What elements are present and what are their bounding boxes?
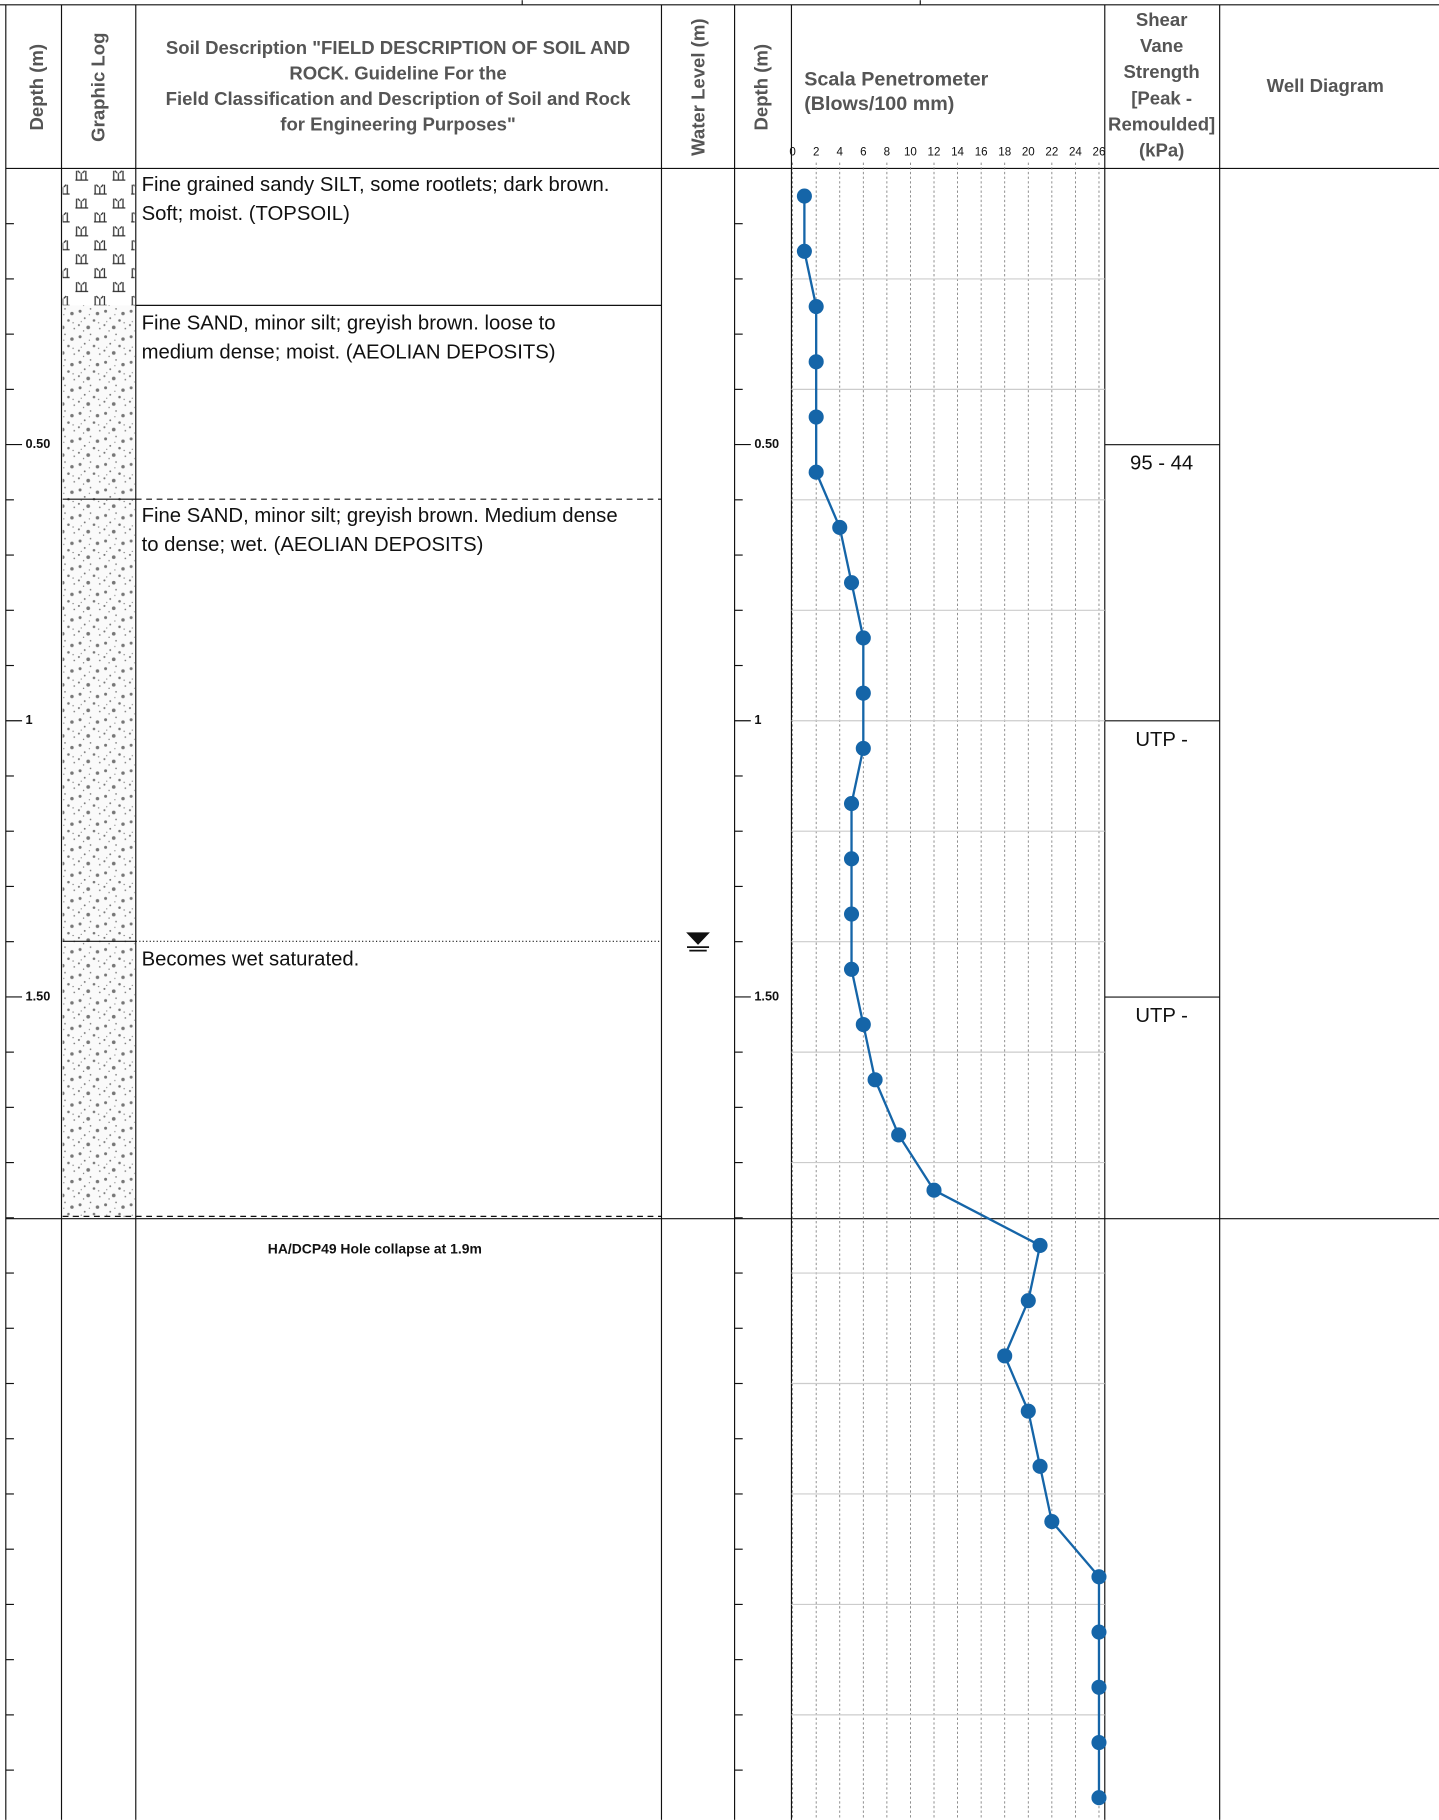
x-tick-label: 20 xyxy=(1022,145,1035,158)
penetrometer-point xyxy=(796,188,812,204)
header: Shear xyxy=(1136,9,1188,30)
penetrometer-point xyxy=(843,961,860,977)
header: Scala Penetrometer xyxy=(804,68,988,90)
x-tick-label: 12 xyxy=(928,145,941,158)
penetrometer-point xyxy=(1020,1293,1036,1309)
x-tick-label: 18 xyxy=(998,145,1011,158)
header: Depth (m) xyxy=(26,44,47,131)
depth-tick-label: 0.50 xyxy=(26,436,51,451)
header: Soil Description "FIELD DESCRIPTION OF S… xyxy=(166,37,630,58)
header: for Engineering Purposes" xyxy=(280,113,516,134)
penetrometer-point xyxy=(843,851,860,867)
soil-description: to dense; wet. (AEOLIAN DEPOSITS) xyxy=(142,534,484,556)
penetrometer-point xyxy=(1091,1569,1107,1585)
note: HA/DCP49 Hole collapse at 1.9m xyxy=(268,1241,482,1257)
header: (Blows/100 mm) xyxy=(804,93,954,115)
soil-description: Becomes wet saturated. xyxy=(142,948,360,970)
header: [Peak - xyxy=(1131,87,1192,108)
header: Strength xyxy=(1124,61,1200,82)
penetrometer-point xyxy=(1091,1734,1107,1751)
x-tick-label: 6 xyxy=(860,145,866,158)
x-tick-label: 14 xyxy=(951,145,964,158)
header: Vane xyxy=(1140,35,1183,56)
penetrometer-point xyxy=(808,464,824,480)
penetrometer-point xyxy=(808,409,824,425)
x-tick-label: 0 xyxy=(789,145,795,158)
water-level-symbol xyxy=(686,932,710,952)
x-tick-label: 4 xyxy=(837,145,844,158)
penetrometer-point xyxy=(855,740,871,756)
penetrometer-point xyxy=(808,354,824,370)
x-tick-label: 10 xyxy=(904,145,917,158)
penetrometer-point xyxy=(1091,1679,1107,1695)
x-tick-label: 8 xyxy=(884,145,890,158)
penetrometer-point xyxy=(1020,1403,1036,1419)
penetrometer-point xyxy=(891,1127,907,1143)
penetrometer-point xyxy=(843,906,860,922)
penetrometer-point xyxy=(855,685,871,701)
x-tick-label: 2 xyxy=(813,145,819,158)
penetrometer-point xyxy=(997,1348,1013,1364)
soil-description: Fine SAND, minor silt; greyish brown. Me… xyxy=(142,505,618,527)
header: Depth (m) xyxy=(750,44,771,131)
penetrometer-point xyxy=(1091,1790,1107,1806)
penetrometer-line xyxy=(803,196,1101,1798)
soil-description: Fine grained sandy SILT, some rootlets; … xyxy=(142,174,610,196)
header: (kPa) xyxy=(1139,140,1184,161)
header: Field Classification and Description of … xyxy=(166,88,631,109)
x-tick-label: 26 xyxy=(1093,145,1106,158)
header: Well Diagram xyxy=(1267,75,1384,96)
depth-tick-label: 0.50 xyxy=(754,436,779,451)
penetrometer-point xyxy=(855,630,871,646)
penetrometer-point xyxy=(832,519,848,535)
soil-description: medium dense; moist. (AEOLIAN DEPOSITS) xyxy=(142,341,556,363)
header: ROCK. Guideline For the xyxy=(289,62,506,83)
penetrometer-point xyxy=(796,243,812,259)
shear-vane-value: UTP - xyxy=(1135,1005,1188,1027)
penetrometer-point xyxy=(1032,1237,1048,1253)
shear-vane-value: UTP - xyxy=(1135,729,1188,751)
depth-tick-label: 1.50 xyxy=(26,988,51,1003)
penetrometer-point xyxy=(1044,1514,1060,1530)
shear-vane-value: 95 - 44 xyxy=(1130,453,1193,475)
header: Graphic Log xyxy=(88,33,109,142)
penetrometer-point xyxy=(843,575,860,591)
depth-tick-label: 1.50 xyxy=(754,988,779,1003)
penetrometer-point xyxy=(843,796,860,812)
x-tick-label: 22 xyxy=(1045,145,1058,158)
penetrometer-point xyxy=(808,298,824,315)
penetrometer-point xyxy=(1032,1458,1048,1474)
penetrometer-point xyxy=(926,1182,942,1198)
soil-description: Soft; moist. (TOPSOIL) xyxy=(142,203,350,225)
header: Remoulded] xyxy=(1108,113,1215,134)
header: Water Level (m) xyxy=(688,19,709,156)
penetrometer-point xyxy=(1091,1624,1107,1640)
penetrometer-point xyxy=(867,1072,883,1088)
soil-description: Fine SAND, minor silt; greyish brown. lo… xyxy=(142,312,556,334)
depth-tick-label: 1 xyxy=(26,712,33,727)
depth-tick-label: 1 xyxy=(754,712,761,727)
x-tick-label: 16 xyxy=(975,145,988,158)
x-tick-label: 24 xyxy=(1069,145,1082,158)
penetrometer-point xyxy=(855,1016,871,1033)
